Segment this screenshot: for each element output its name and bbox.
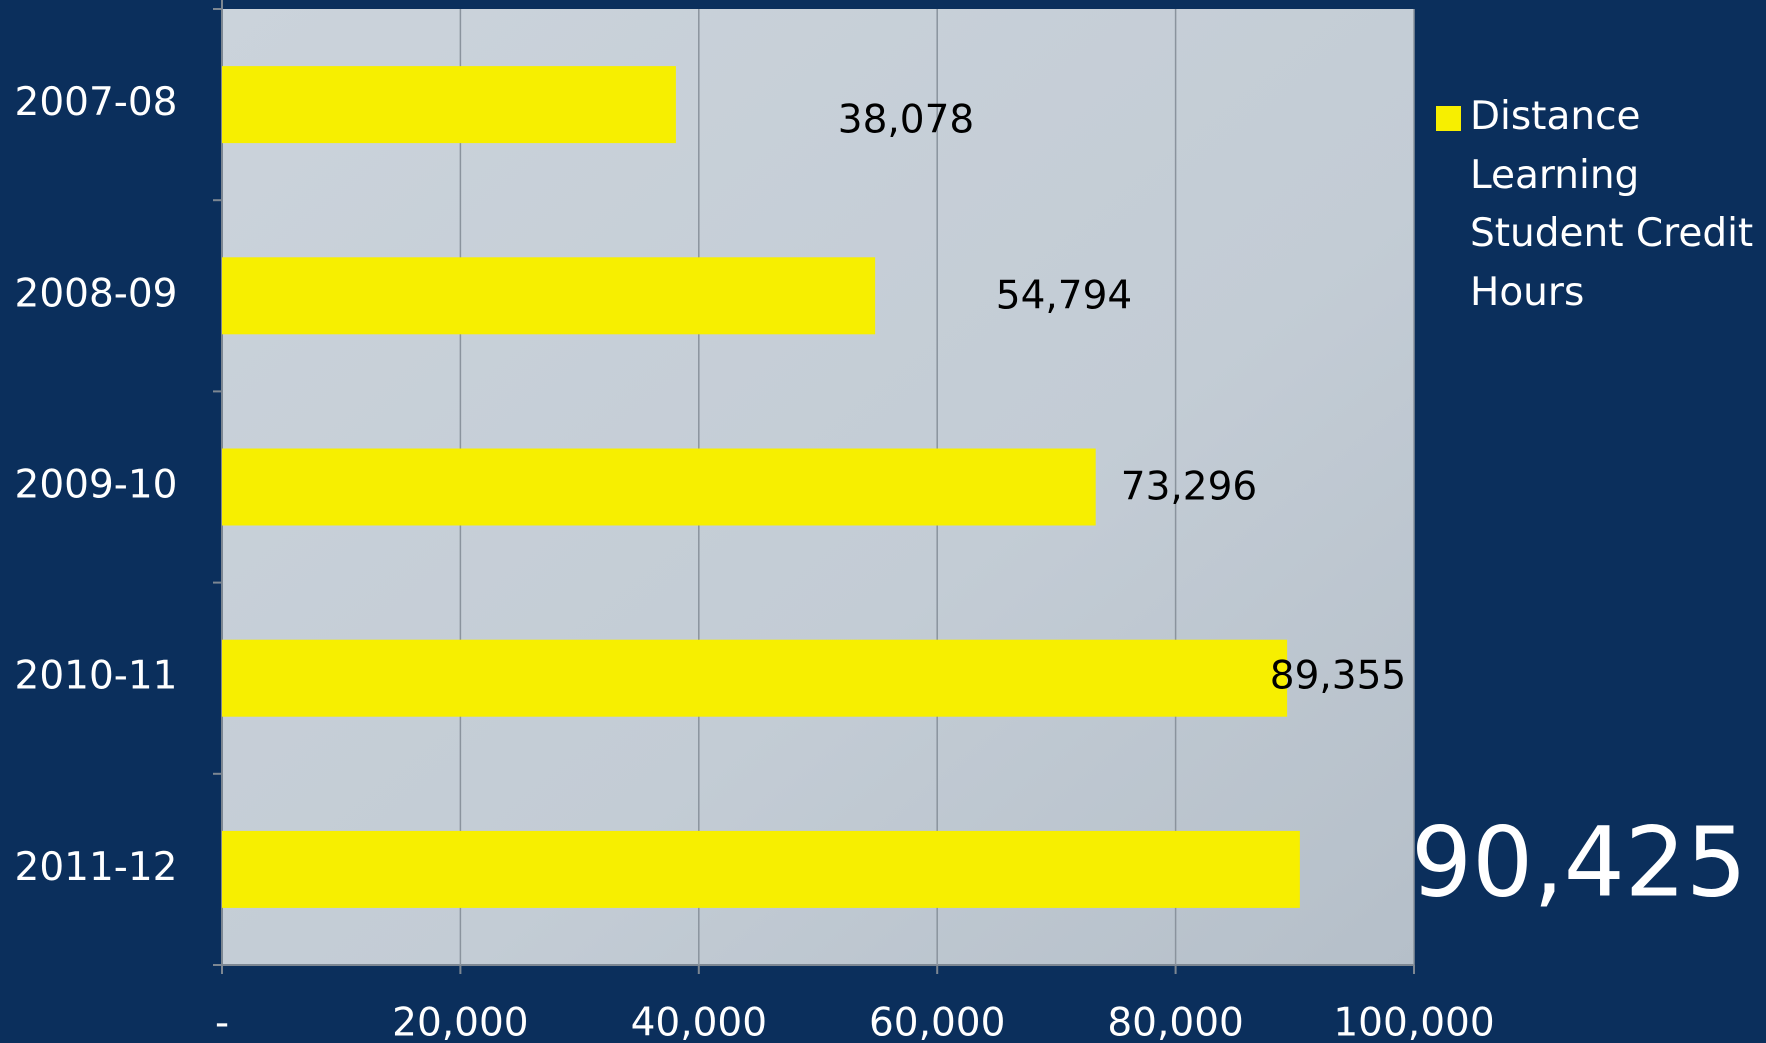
value-label: 73,296: [1121, 465, 1257, 510]
y-tick-label: 2011-12: [15, 845, 178, 890]
value-label: 38,078: [838, 98, 974, 143]
y-tick-label: 2008-09: [15, 271, 178, 316]
bar: [222, 448, 1096, 526]
bar: [222, 66, 676, 144]
y-tick-label: 2010-11: [15, 654, 178, 699]
y-tick-label: 2009-10: [15, 463, 178, 508]
legend-label: Distance Learning Student Credit Hours: [1470, 94, 1754, 315]
x-tick-label: -: [215, 1001, 229, 1043]
x-tick-label: 40,000: [631, 1001, 767, 1043]
bar: [222, 257, 876, 335]
x-tick-label: 100,000: [1333, 1001, 1494, 1043]
bar: [222, 830, 1300, 908]
x-tick-label: 80,000: [1107, 1001, 1243, 1043]
y-tick-label: 2007-08: [15, 80, 178, 125]
value-label: 90,425: [1411, 806, 1747, 918]
x-tick-label: 60,000: [869, 1001, 1005, 1043]
legend: Distance Learning Student Credit Hours: [1470, 94, 1754, 315]
x-tick-label: 20,000: [392, 1001, 528, 1043]
legend-swatch: [1436, 106, 1461, 131]
bar: [222, 639, 1288, 717]
value-label: 89,355: [1270, 654, 1406, 699]
value-label: 54,794: [996, 274, 1132, 319]
